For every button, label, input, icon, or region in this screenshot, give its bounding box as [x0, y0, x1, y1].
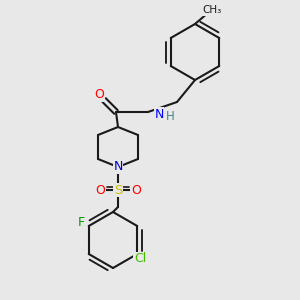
- Text: N: N: [154, 107, 164, 121]
- Text: O: O: [131, 184, 141, 196]
- Text: N: N: [113, 160, 123, 173]
- Text: O: O: [95, 184, 105, 196]
- Text: H: H: [166, 110, 174, 124]
- Text: Cl: Cl: [134, 253, 146, 266]
- Text: S: S: [114, 184, 122, 196]
- Text: F: F: [78, 217, 85, 230]
- Text: O: O: [94, 88, 104, 101]
- Text: CH₃: CH₃: [202, 5, 222, 15]
